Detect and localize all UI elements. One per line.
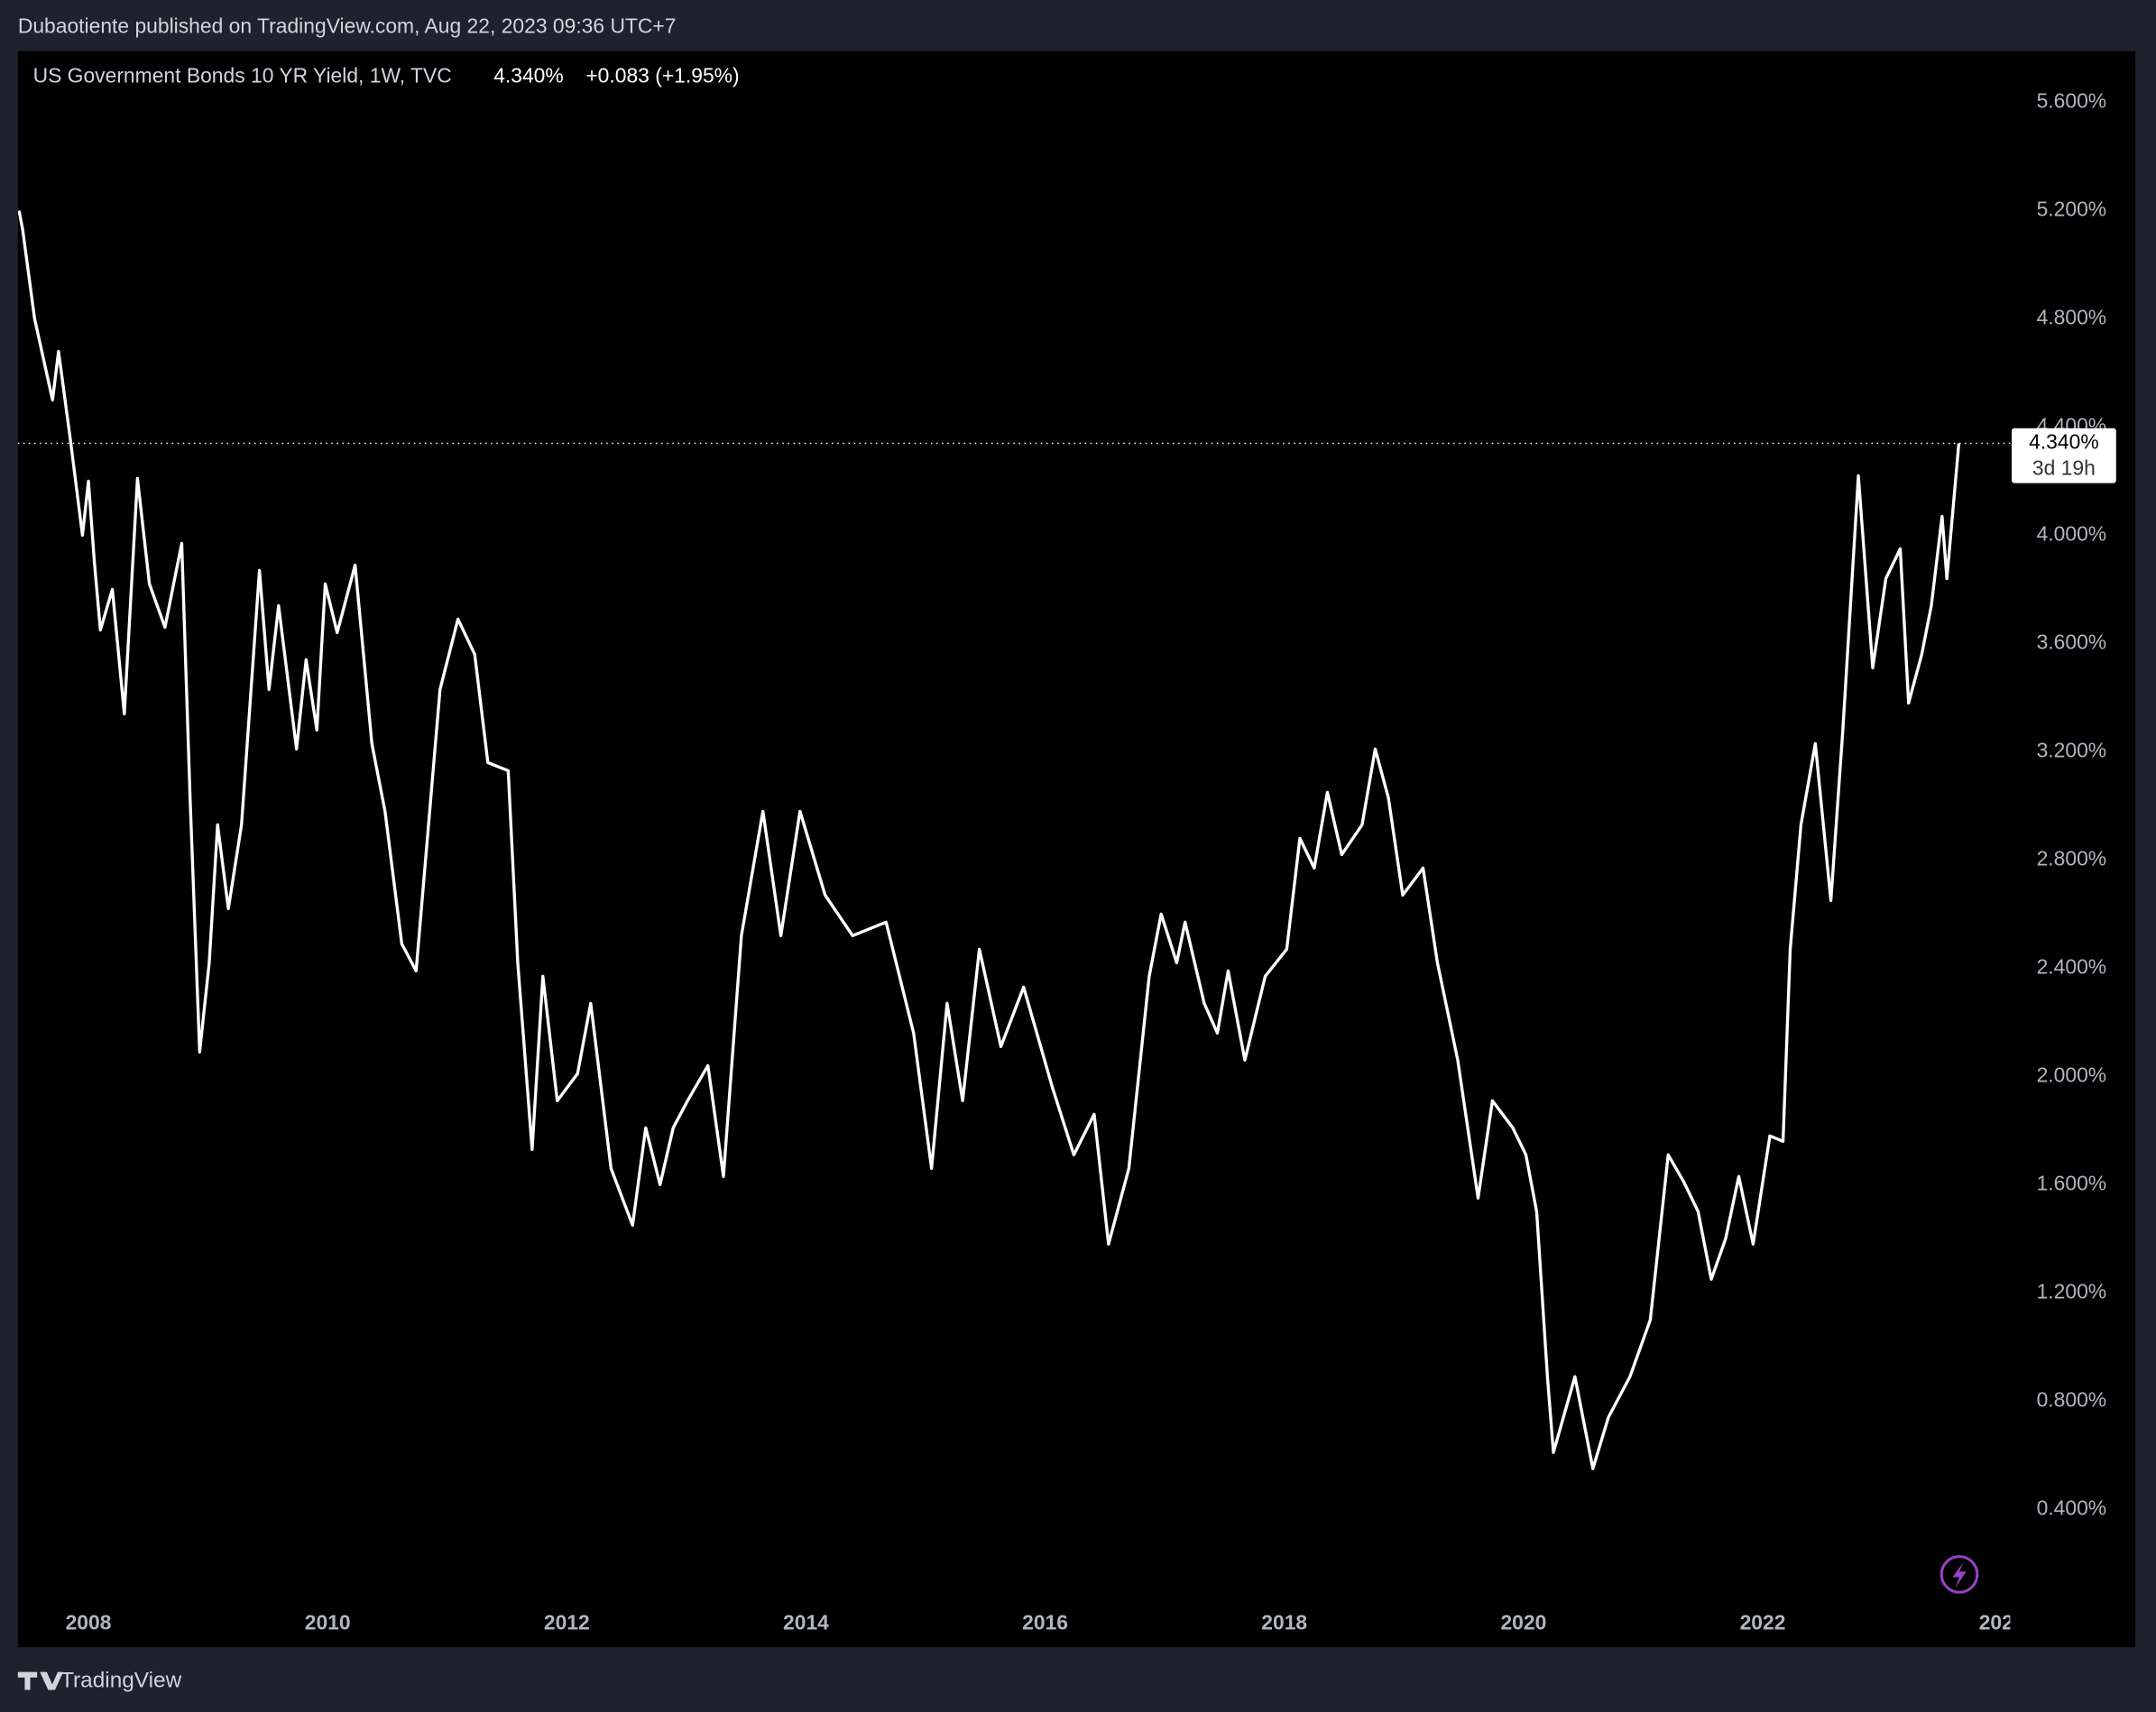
last-value: 4.340% <box>493 64 564 87</box>
lightning-icon <box>1939 1555 1979 1594</box>
y-axis: 0.400% 0.800% 1.200% 1.600% 2.000% 2.400% 2.80… <box>2037 89 2107 1520</box>
publisher-note: Dubaotiente published on TradingView.com… <box>18 14 677 38</box>
x-tick-label: 2010 <box>305 1610 351 1634</box>
x-axis: 2008 2010 2012 2014 2016 2018 2020 2022 2024 <box>66 1610 2025 1634</box>
lightning-bolt <box>1952 1561 1967 1588</box>
y-tick-label: 0.800% <box>2037 1387 2107 1411</box>
price-label-box <box>2011 428 2116 483</box>
price-label: 4.340%3d 19h <box>2011 428 2116 483</box>
plot <box>17 210 2011 1470</box>
y-tick-label: 5.600% <box>2037 89 2107 113</box>
y-tick-label: 3.200% <box>2037 738 2107 761</box>
y-tick-label: 0.400% <box>2037 1496 2107 1519</box>
x-tick-label: 2018 <box>1261 1610 1307 1634</box>
symbol-title: US Government Bonds 10 YR Yield, 1W, TVC <box>33 64 452 87</box>
change: +0.083 (+1.95%) <box>585 64 739 87</box>
brand-logo <box>17 1671 64 1690</box>
x-tick-label: 2022 <box>1740 1610 1786 1634</box>
price-label-countdown: 3d 19h <box>2032 456 2096 479</box>
y-tick-label: 2.800% <box>2037 846 2107 870</box>
x-tick-label: 2016 <box>1022 1610 1068 1634</box>
y-tick-label: 4.000% <box>2037 521 2107 545</box>
y-tick-label: 4.800% <box>2037 306 2107 329</box>
brand-name: TradingView <box>60 1669 182 1693</box>
x-tick-label: 2020 <box>1500 1610 1546 1634</box>
chart-pane <box>17 51 2136 1648</box>
x-tick-label: 2024 <box>1979 1610 2025 1634</box>
y-tick-label: 1.200% <box>2037 1279 2107 1302</box>
x-tick-label: 2012 <box>544 1610 590 1634</box>
y-tick-label: 1.600% <box>2037 1171 2107 1194</box>
y-tick-label: 2.400% <box>2037 954 2107 978</box>
y-tick-label: 3.600% <box>2037 630 2107 653</box>
x-tick-label: 2008 <box>66 1610 112 1634</box>
yield-line <box>17 210 1961 1470</box>
y-tick-label: 2.000% <box>2037 1063 2107 1086</box>
y-tick-label: 5.200% <box>2037 198 2107 221</box>
price-label-value: 4.340% <box>2029 430 2099 454</box>
x-tick-label: 2014 <box>783 1610 829 1634</box>
